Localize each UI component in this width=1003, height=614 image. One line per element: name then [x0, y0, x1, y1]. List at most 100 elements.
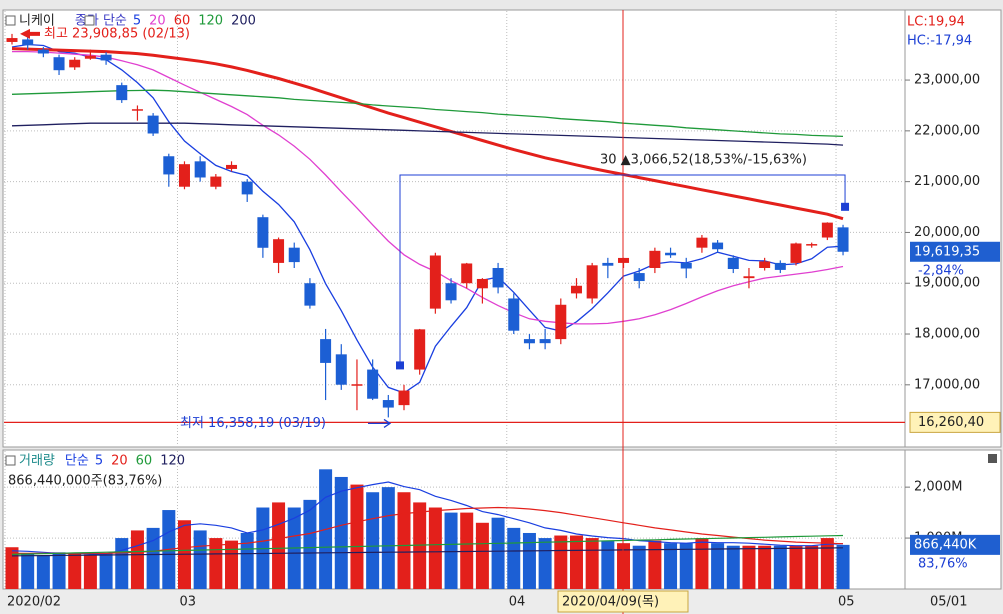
- candle-body: [539, 339, 551, 344]
- candle-body: [461, 263, 473, 284]
- volume-bar: [632, 545, 646, 589]
- legend-icon: [5, 455, 16, 466]
- volume-bar: [789, 545, 803, 589]
- candle-body: [210, 176, 222, 187]
- volume-bar: [130, 530, 144, 589]
- volume-bar: [805, 545, 819, 589]
- last-volume-box: [910, 534, 1000, 555]
- volume-bar: [193, 530, 207, 589]
- volume-bar: [272, 502, 286, 589]
- x-axis: [0, 590, 1003, 614]
- moving-average-line: [11, 43, 844, 394]
- last-date: 05/01: [930, 595, 967, 610]
- candle-body: [523, 339, 535, 344]
- moving-average-line: [11, 47, 844, 221]
- candle-body: [351, 384, 363, 386]
- volume-bar: [554, 535, 568, 589]
- candle-body: [492, 267, 504, 288]
- volume-bar: [350, 484, 364, 589]
- candle-body: [22, 39, 34, 46]
- candle-body: [257, 217, 269, 248]
- candle-body: [712, 242, 724, 250]
- volume-bar: [52, 552, 66, 589]
- price-axis: [904, 9, 1002, 448]
- volume-bar: [522, 532, 536, 589]
- candle-body: [837, 227, 849, 252]
- lc-label: LC:19,94: [907, 15, 965, 30]
- candle-body: [570, 285, 582, 294]
- y-tick-label: 18,000,00: [914, 327, 980, 342]
- volume-bar: [711, 543, 725, 589]
- volume-bar: [303, 499, 317, 589]
- volume-bar: [726, 545, 740, 589]
- candle-body: [696, 237, 708, 248]
- volume-bar: [664, 543, 678, 589]
- close-button[interactable]: [988, 454, 997, 463]
- volume-bar: [617, 543, 631, 589]
- volume-bar: [83, 554, 97, 589]
- candle-body: [476, 278, 488, 289]
- candle-body: [586, 265, 598, 299]
- volume-note: 866,440,000주(83,76%): [8, 474, 162, 489]
- candle-body: [414, 329, 426, 370]
- crosshair-label: 2020/04/09(목): [562, 595, 659, 610]
- last-price-box: [910, 241, 1000, 262]
- legend-entry: 60: [136, 454, 153, 469]
- y-tick-label: 2,000M: [914, 480, 962, 495]
- legend-entry: 60: [174, 14, 191, 29]
- candle-body: [116, 85, 128, 101]
- volume-bar: [507, 527, 521, 589]
- candle-body: [69, 59, 81, 68]
- price-panel: [2, 9, 906, 448]
- volume-bar: [538, 538, 552, 589]
- candle-body: [759, 261, 771, 268]
- range-marker: [396, 361, 404, 370]
- candle-body: [178, 164, 190, 187]
- candle-body: [304, 283, 316, 306]
- candle-body: [6, 38, 18, 42]
- volume-bar: [820, 538, 834, 589]
- volume-bar: [240, 532, 254, 589]
- low-arrow: [368, 418, 392, 428]
- volume-bar: [413, 502, 427, 589]
- legend-entry: 200: [231, 14, 256, 29]
- legend-title: 니케이: [19, 14, 55, 29]
- candle-body: [84, 55, 96, 59]
- candle-body: [633, 273, 645, 282]
- volume-bar: [428, 507, 442, 589]
- high-note: 최고 23,908,85 (02/13): [44, 26, 190, 41]
- volume-bar: [695, 538, 709, 589]
- ratio-label: 83,76%: [918, 556, 968, 571]
- candle-body: [398, 390, 410, 406]
- volume-bar: [146, 527, 160, 589]
- range-note: 30 ▲3,066,52(18,53%/-15,63%): [600, 153, 807, 168]
- candle-body: [37, 49, 49, 54]
- candle-body: [555, 304, 567, 340]
- last-volume-label: 866,440K: [914, 537, 977, 552]
- x-tick-label: 03: [179, 595, 196, 610]
- volume-bar: [475, 522, 489, 589]
- legend-entry: 120: [160, 454, 185, 469]
- high-arrow: [20, 28, 40, 39]
- moving-average-line: [11, 89, 844, 138]
- x-tick-label: 05: [838, 595, 855, 610]
- hc-label: HC:-17,94: [907, 34, 972, 49]
- candle-body: [445, 283, 457, 301]
- x-tick-label: 04: [509, 595, 526, 610]
- y-tick-label: 20,000,00: [914, 225, 980, 240]
- volume-bar: [601, 540, 615, 589]
- volume-bar: [68, 553, 82, 589]
- volume-bar: [742, 545, 756, 589]
- candle-body: [649, 250, 661, 268]
- candle-body: [727, 257, 739, 270]
- candle-body: [367, 369, 379, 399]
- candle-body: [508, 298, 520, 331]
- volume-bar: [569, 535, 583, 589]
- volume-bar: [21, 553, 35, 589]
- y-tick-label: 21,000,00: [914, 174, 980, 189]
- candle-body: [743, 276, 755, 279]
- low-note: 최저 16,358,19 (03/19): [180, 416, 326, 431]
- candle-body: [226, 164, 238, 169]
- legend-entry: 120: [198, 14, 223, 29]
- candle-body: [774, 262, 786, 270]
